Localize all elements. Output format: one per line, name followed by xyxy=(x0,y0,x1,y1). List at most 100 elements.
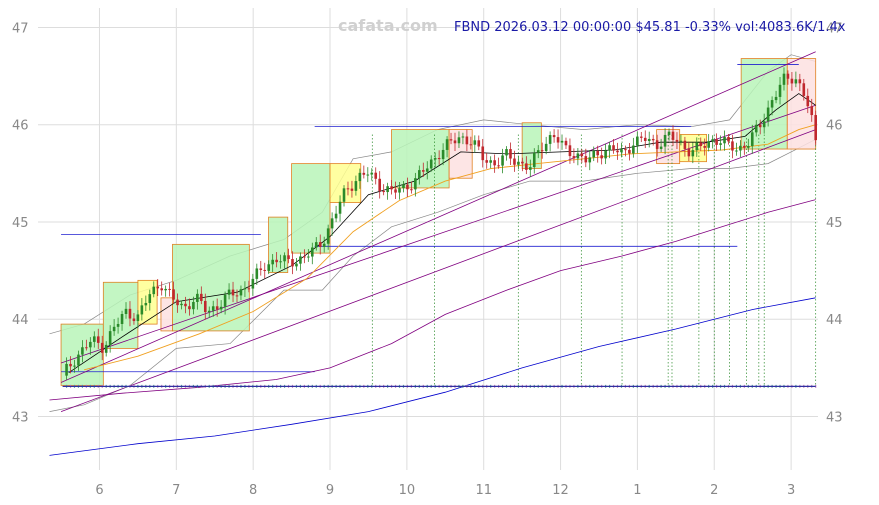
candle-body xyxy=(794,79,798,84)
candle-body xyxy=(207,310,211,313)
candle-body xyxy=(513,158,516,165)
candle-body xyxy=(727,136,730,142)
candle-body xyxy=(148,294,152,303)
candle-body xyxy=(505,149,508,156)
y-tick-label-right: 45 xyxy=(826,216,843,231)
trend-channel-line xyxy=(60,104,816,364)
candle-body xyxy=(303,256,306,258)
candle-body xyxy=(560,140,564,143)
candle-body xyxy=(497,165,500,167)
candle-body xyxy=(441,149,445,160)
candle-body xyxy=(112,326,116,332)
candle-body xyxy=(790,78,794,84)
candle-body xyxy=(160,288,163,291)
candle-body xyxy=(223,294,227,307)
candle-body xyxy=(814,115,817,141)
candle-body xyxy=(532,152,536,168)
zone-box-down xyxy=(448,129,473,179)
candle-body xyxy=(592,151,596,158)
x-tick-label: 2 xyxy=(710,483,718,498)
candle-body xyxy=(184,303,187,307)
candle-body xyxy=(750,132,754,147)
candle-body xyxy=(747,146,750,148)
candle-body xyxy=(362,172,366,175)
candle-body xyxy=(572,156,576,159)
candle-body xyxy=(449,139,453,141)
candle-body xyxy=(93,336,96,342)
candle-body xyxy=(307,256,310,258)
candle-body xyxy=(279,261,282,263)
candle-body xyxy=(489,160,492,163)
candle-body xyxy=(636,136,639,146)
candle-body xyxy=(608,145,611,151)
zone-box-up xyxy=(521,122,542,169)
x-tick-label: 7 xyxy=(172,483,180,498)
candle-body xyxy=(227,289,231,295)
candle-body xyxy=(81,347,84,355)
candle-body xyxy=(77,354,80,366)
candle-body xyxy=(326,228,330,244)
candle-body xyxy=(731,141,734,151)
y-tick-label-right: 44 xyxy=(826,313,843,328)
candle-body xyxy=(679,140,683,142)
candle-body xyxy=(568,145,572,157)
candle-body xyxy=(406,184,409,190)
candle-body xyxy=(65,363,68,376)
candle-body xyxy=(453,140,457,144)
candle-body xyxy=(370,172,374,175)
candle-body xyxy=(418,170,421,179)
candle-body xyxy=(96,336,100,343)
candle-body xyxy=(251,278,255,289)
candle-body xyxy=(291,259,294,267)
volume-strip xyxy=(62,384,817,388)
candle-body xyxy=(410,189,413,191)
candle-body xyxy=(73,365,76,367)
candle-body xyxy=(311,247,314,257)
candle-body xyxy=(259,268,263,270)
candle-body xyxy=(366,174,370,176)
candle-body xyxy=(548,135,552,144)
candle-body xyxy=(295,263,298,267)
candle-body xyxy=(782,73,786,85)
candle-body xyxy=(529,167,532,170)
indicator-lines xyxy=(49,51,816,456)
candle-body xyxy=(699,142,703,147)
zone-box-up xyxy=(291,163,331,254)
candle-body xyxy=(172,289,175,300)
watermark: cafata.com xyxy=(338,16,438,35)
candle-body xyxy=(461,136,465,138)
candle-body xyxy=(723,136,726,144)
candle-body xyxy=(540,150,544,152)
candle-body xyxy=(239,289,243,296)
y-tick-label-left: 45 xyxy=(12,216,29,231)
candle-body xyxy=(176,299,179,306)
candle-body xyxy=(584,156,588,163)
y-tick-label-left: 44 xyxy=(12,313,29,328)
candle-body xyxy=(774,96,778,101)
candle-body xyxy=(754,124,758,133)
candle-body xyxy=(275,259,278,263)
candle-body xyxy=(136,314,140,322)
candle-body xyxy=(211,306,215,311)
candle-body xyxy=(429,159,433,169)
candle-body xyxy=(386,186,389,193)
ticker-header: FBND 2026.03.12 00:00:00 $45.81 -0.33% v… xyxy=(454,20,846,35)
candle-body xyxy=(203,300,207,313)
candle-body xyxy=(104,344,108,353)
candle-body xyxy=(152,286,156,295)
candle-body xyxy=(465,136,469,145)
candle-body xyxy=(469,144,473,146)
candle-body xyxy=(493,160,496,166)
candle-body xyxy=(521,161,524,164)
candle-body xyxy=(330,218,334,229)
candle-body xyxy=(695,142,699,151)
candle-body xyxy=(735,150,738,152)
candle-body xyxy=(338,201,342,214)
candle-body xyxy=(651,138,655,141)
candle-body xyxy=(477,140,481,147)
candle-body xyxy=(525,163,528,170)
candle-body xyxy=(425,168,429,172)
candle-body xyxy=(255,268,259,279)
